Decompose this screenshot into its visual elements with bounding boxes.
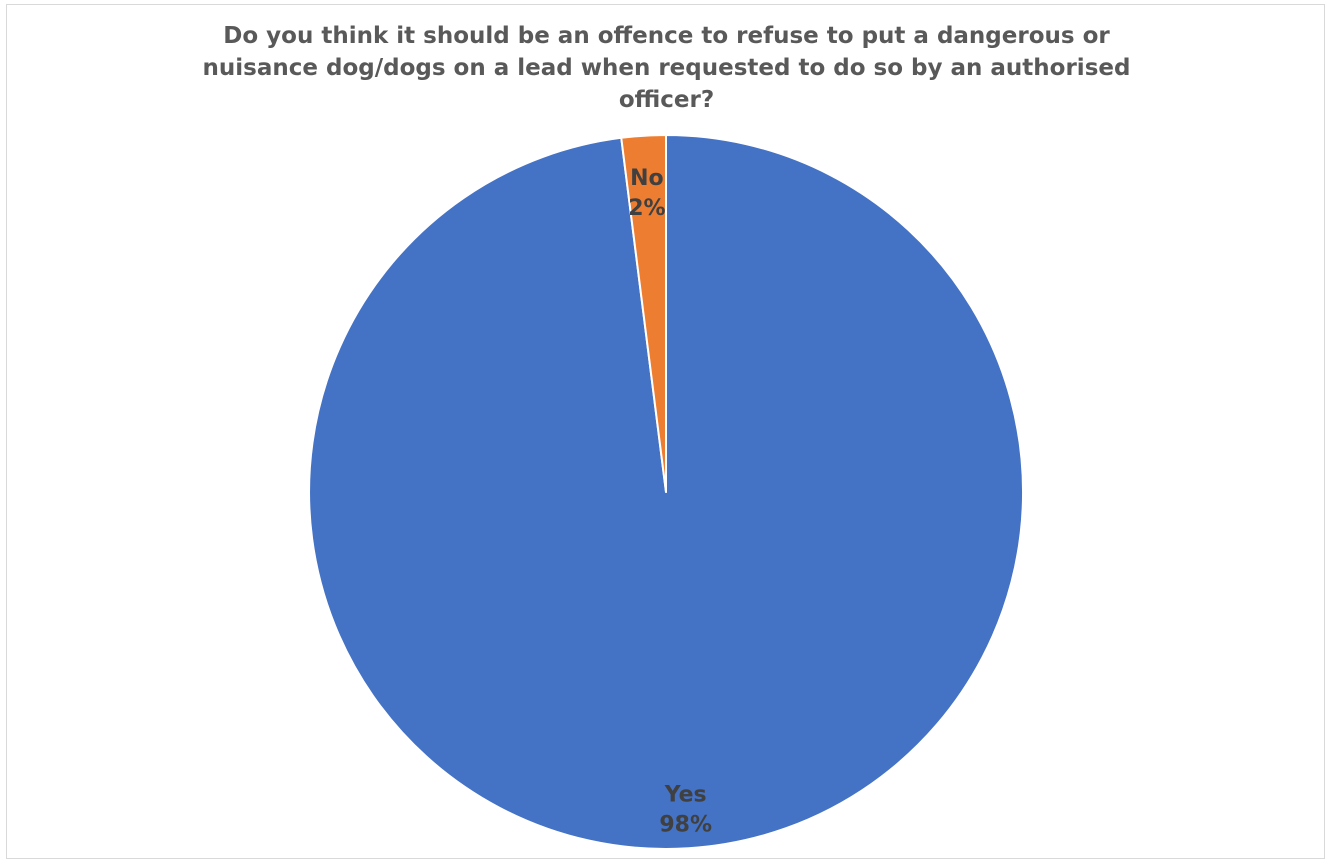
chart-title: Do you think it should be an offence to … xyxy=(0,20,1333,116)
pie-label-percent-no: 2% xyxy=(628,196,665,221)
pie-slices xyxy=(308,134,1025,850)
pie-label-name-no: No xyxy=(630,166,664,191)
chart-title-line-3: officer? xyxy=(618,87,715,113)
pie-labels: Yes 98% No 2% xyxy=(628,166,712,837)
pie-slice-no xyxy=(620,134,667,493)
chart-title-line-2: nuisance dog/dogs on a lead when request… xyxy=(202,55,1131,81)
pie-label-name-yes: Yes xyxy=(664,783,707,808)
pie-label-percent-yes: 98% xyxy=(659,813,712,838)
chart-title-line-1: Do you think it should be an offence to … xyxy=(223,23,1110,49)
